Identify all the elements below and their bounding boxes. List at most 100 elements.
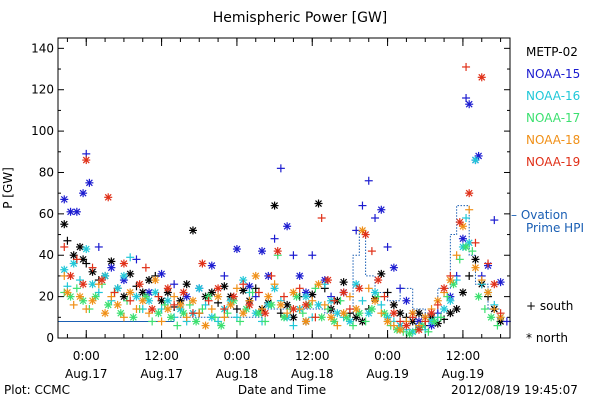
data-point — [94, 288, 103, 297]
data-point — [462, 94, 471, 102]
data-point — [389, 263, 398, 272]
data-point — [182, 280, 191, 289]
data-point — [163, 296, 172, 305]
data-point — [60, 195, 69, 204]
data-point — [468, 247, 477, 256]
data-point — [433, 300, 442, 309]
data-point — [295, 284, 304, 293]
data-point — [72, 207, 81, 216]
data-point — [298, 309, 307, 318]
data-point — [141, 263, 150, 272]
data-point — [88, 296, 97, 305]
data-point — [339, 309, 348, 318]
data-point — [201, 300, 210, 309]
data-point — [301, 300, 310, 309]
data-point — [314, 199, 323, 208]
data-point — [201, 321, 210, 330]
data-point — [214, 317, 223, 326]
data-point — [254, 309, 263, 318]
data-point — [188, 309, 197, 318]
data-point — [101, 309, 110, 318]
data-point — [104, 193, 113, 202]
data-point — [377, 205, 386, 214]
data-point — [182, 292, 191, 301]
data-point — [157, 317, 166, 326]
data-point — [493, 321, 502, 330]
data-point — [173, 321, 182, 330]
data-point — [436, 313, 445, 322]
data-point — [317, 214, 326, 222]
data-point — [82, 259, 91, 268]
data-point — [258, 305, 267, 314]
data-point — [135, 280, 144, 289]
data-point — [97, 276, 106, 285]
south-marker-legend: + south — [526, 299, 573, 313]
data-point — [443, 292, 452, 301]
data-point — [239, 309, 248, 318]
data-point — [367, 305, 376, 314]
data-point — [323, 305, 332, 314]
x-tick-time-label: 0:00 — [223, 349, 250, 363]
x-axis: 0:00 Aug.17 12:00 Aug.17 0:00 Aug.18 12:00 Aug.… — [65, 38, 502, 381]
legend-entry: NOAA-18 — [526, 133, 581, 147]
data-point — [214, 284, 223, 293]
data-point — [188, 296, 197, 305]
data-point — [69, 300, 78, 309]
data-point — [242, 305, 251, 314]
data-point — [220, 313, 229, 322]
chart-title: Hemispheric Power [GW] — [212, 10, 388, 26]
data-point — [440, 305, 449, 314]
data-point — [116, 309, 125, 318]
data-point — [345, 317, 354, 326]
data-point — [75, 292, 84, 301]
data-point — [232, 313, 241, 322]
data-point — [72, 255, 81, 264]
data-point — [145, 288, 154, 297]
data-point — [345, 305, 354, 314]
x-tick-date-label: Aug.18 — [291, 367, 334, 381]
data-point — [251, 292, 260, 301]
data-point — [251, 271, 260, 280]
y-tick-label: 100 — [31, 124, 54, 138]
data-point — [207, 261, 216, 270]
data-point — [452, 251, 461, 260]
data-point — [330, 296, 339, 305]
data-point — [151, 276, 160, 285]
data-point — [446, 309, 455, 318]
x-tick-date-label: Aug.17 — [140, 367, 183, 381]
data-point — [433, 296, 442, 305]
data-point — [66, 271, 75, 280]
data-point — [352, 280, 361, 289]
data-point — [126, 269, 135, 278]
data-point — [91, 292, 100, 301]
y-tick-label: 120 — [31, 83, 54, 97]
data-point — [364, 284, 373, 293]
data-point — [465, 100, 474, 109]
data-point — [289, 288, 298, 297]
data-point — [358, 226, 367, 235]
data-point — [452, 305, 461, 314]
x-tick-date-label: Aug.19 — [366, 367, 409, 381]
data-point — [79, 280, 88, 289]
ovation-legend-line2: Prime HPI — [526, 221, 584, 235]
x-tick-date-label: Aug.18 — [216, 367, 259, 381]
data-point — [377, 309, 386, 318]
data-point — [327, 313, 336, 322]
legend-entry: METP-02 — [526, 45, 578, 59]
data-point — [229, 292, 238, 301]
data-point — [119, 313, 128, 322]
x-tick-date-label: Aug.19 — [442, 367, 485, 381]
data-point — [145, 309, 154, 318]
data-point — [342, 313, 351, 322]
data-point — [261, 309, 270, 318]
data-point — [355, 309, 364, 318]
data-point — [163, 284, 172, 293]
data-point — [396, 325, 405, 334]
data-point — [113, 300, 122, 309]
data-point — [204, 296, 213, 305]
data-point — [484, 259, 493, 268]
ovation-legend-line1: – Ovation — [511, 208, 568, 222]
data-point — [270, 280, 279, 289]
y-tick-label: 40 — [39, 248, 54, 262]
